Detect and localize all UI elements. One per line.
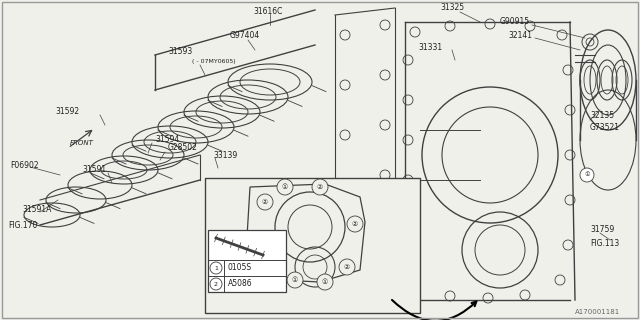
Text: 32141: 32141 xyxy=(508,30,532,39)
Text: 31331: 31331 xyxy=(418,44,442,52)
Text: ②: ② xyxy=(262,199,268,205)
Text: ②: ② xyxy=(352,221,358,227)
Circle shape xyxy=(277,179,293,195)
Circle shape xyxy=(339,259,355,275)
Bar xyxy=(205,178,420,313)
Text: 31591A: 31591A xyxy=(22,205,51,214)
FancyArrowPatch shape xyxy=(392,300,476,320)
Text: ( - 07MY0605): ( - 07MY0605) xyxy=(192,60,236,65)
Text: G90915: G90915 xyxy=(500,18,530,27)
Text: 33139: 33139 xyxy=(213,150,237,159)
Text: 31593: 31593 xyxy=(168,47,192,57)
Text: 0105S: 0105S xyxy=(228,263,252,273)
Circle shape xyxy=(312,179,328,195)
Text: 31594: 31594 xyxy=(155,135,179,145)
Text: 32135: 32135 xyxy=(590,110,614,119)
Text: 31325: 31325 xyxy=(440,4,464,12)
Text: ②: ② xyxy=(344,264,350,270)
Text: ①: ① xyxy=(584,172,590,178)
Text: ①: ① xyxy=(262,271,268,277)
Circle shape xyxy=(287,272,303,288)
Text: FIG.170: FIG.170 xyxy=(8,220,37,229)
Text: 31616C: 31616C xyxy=(253,6,282,15)
Circle shape xyxy=(317,274,333,290)
Text: G28502: G28502 xyxy=(168,143,198,153)
Text: ②: ② xyxy=(317,184,323,190)
Text: 31591: 31591 xyxy=(82,165,106,174)
Text: FRONT: FRONT xyxy=(70,140,94,146)
Circle shape xyxy=(257,194,273,210)
Circle shape xyxy=(210,262,222,274)
Circle shape xyxy=(347,216,363,232)
Circle shape xyxy=(257,266,273,282)
Text: G73521: G73521 xyxy=(590,124,620,132)
Text: A5086: A5086 xyxy=(228,279,253,289)
Text: ①: ① xyxy=(292,277,298,283)
Text: FIG.113: FIG.113 xyxy=(590,239,620,249)
Circle shape xyxy=(210,278,222,290)
Text: F06902: F06902 xyxy=(10,161,38,170)
Text: 31759: 31759 xyxy=(590,226,614,235)
Text: 31592: 31592 xyxy=(55,108,79,116)
Text: G97404: G97404 xyxy=(230,30,260,39)
Text: ①: ① xyxy=(282,184,288,190)
Text: ①: ① xyxy=(254,251,260,257)
Text: ①: ① xyxy=(322,279,328,285)
Circle shape xyxy=(580,168,594,182)
Text: 31496: 31496 xyxy=(340,180,364,189)
Text: A170001181: A170001181 xyxy=(575,309,620,315)
Text: 2: 2 xyxy=(214,282,218,286)
Circle shape xyxy=(249,246,265,262)
Text: 1: 1 xyxy=(214,266,218,270)
Bar xyxy=(208,230,286,292)
